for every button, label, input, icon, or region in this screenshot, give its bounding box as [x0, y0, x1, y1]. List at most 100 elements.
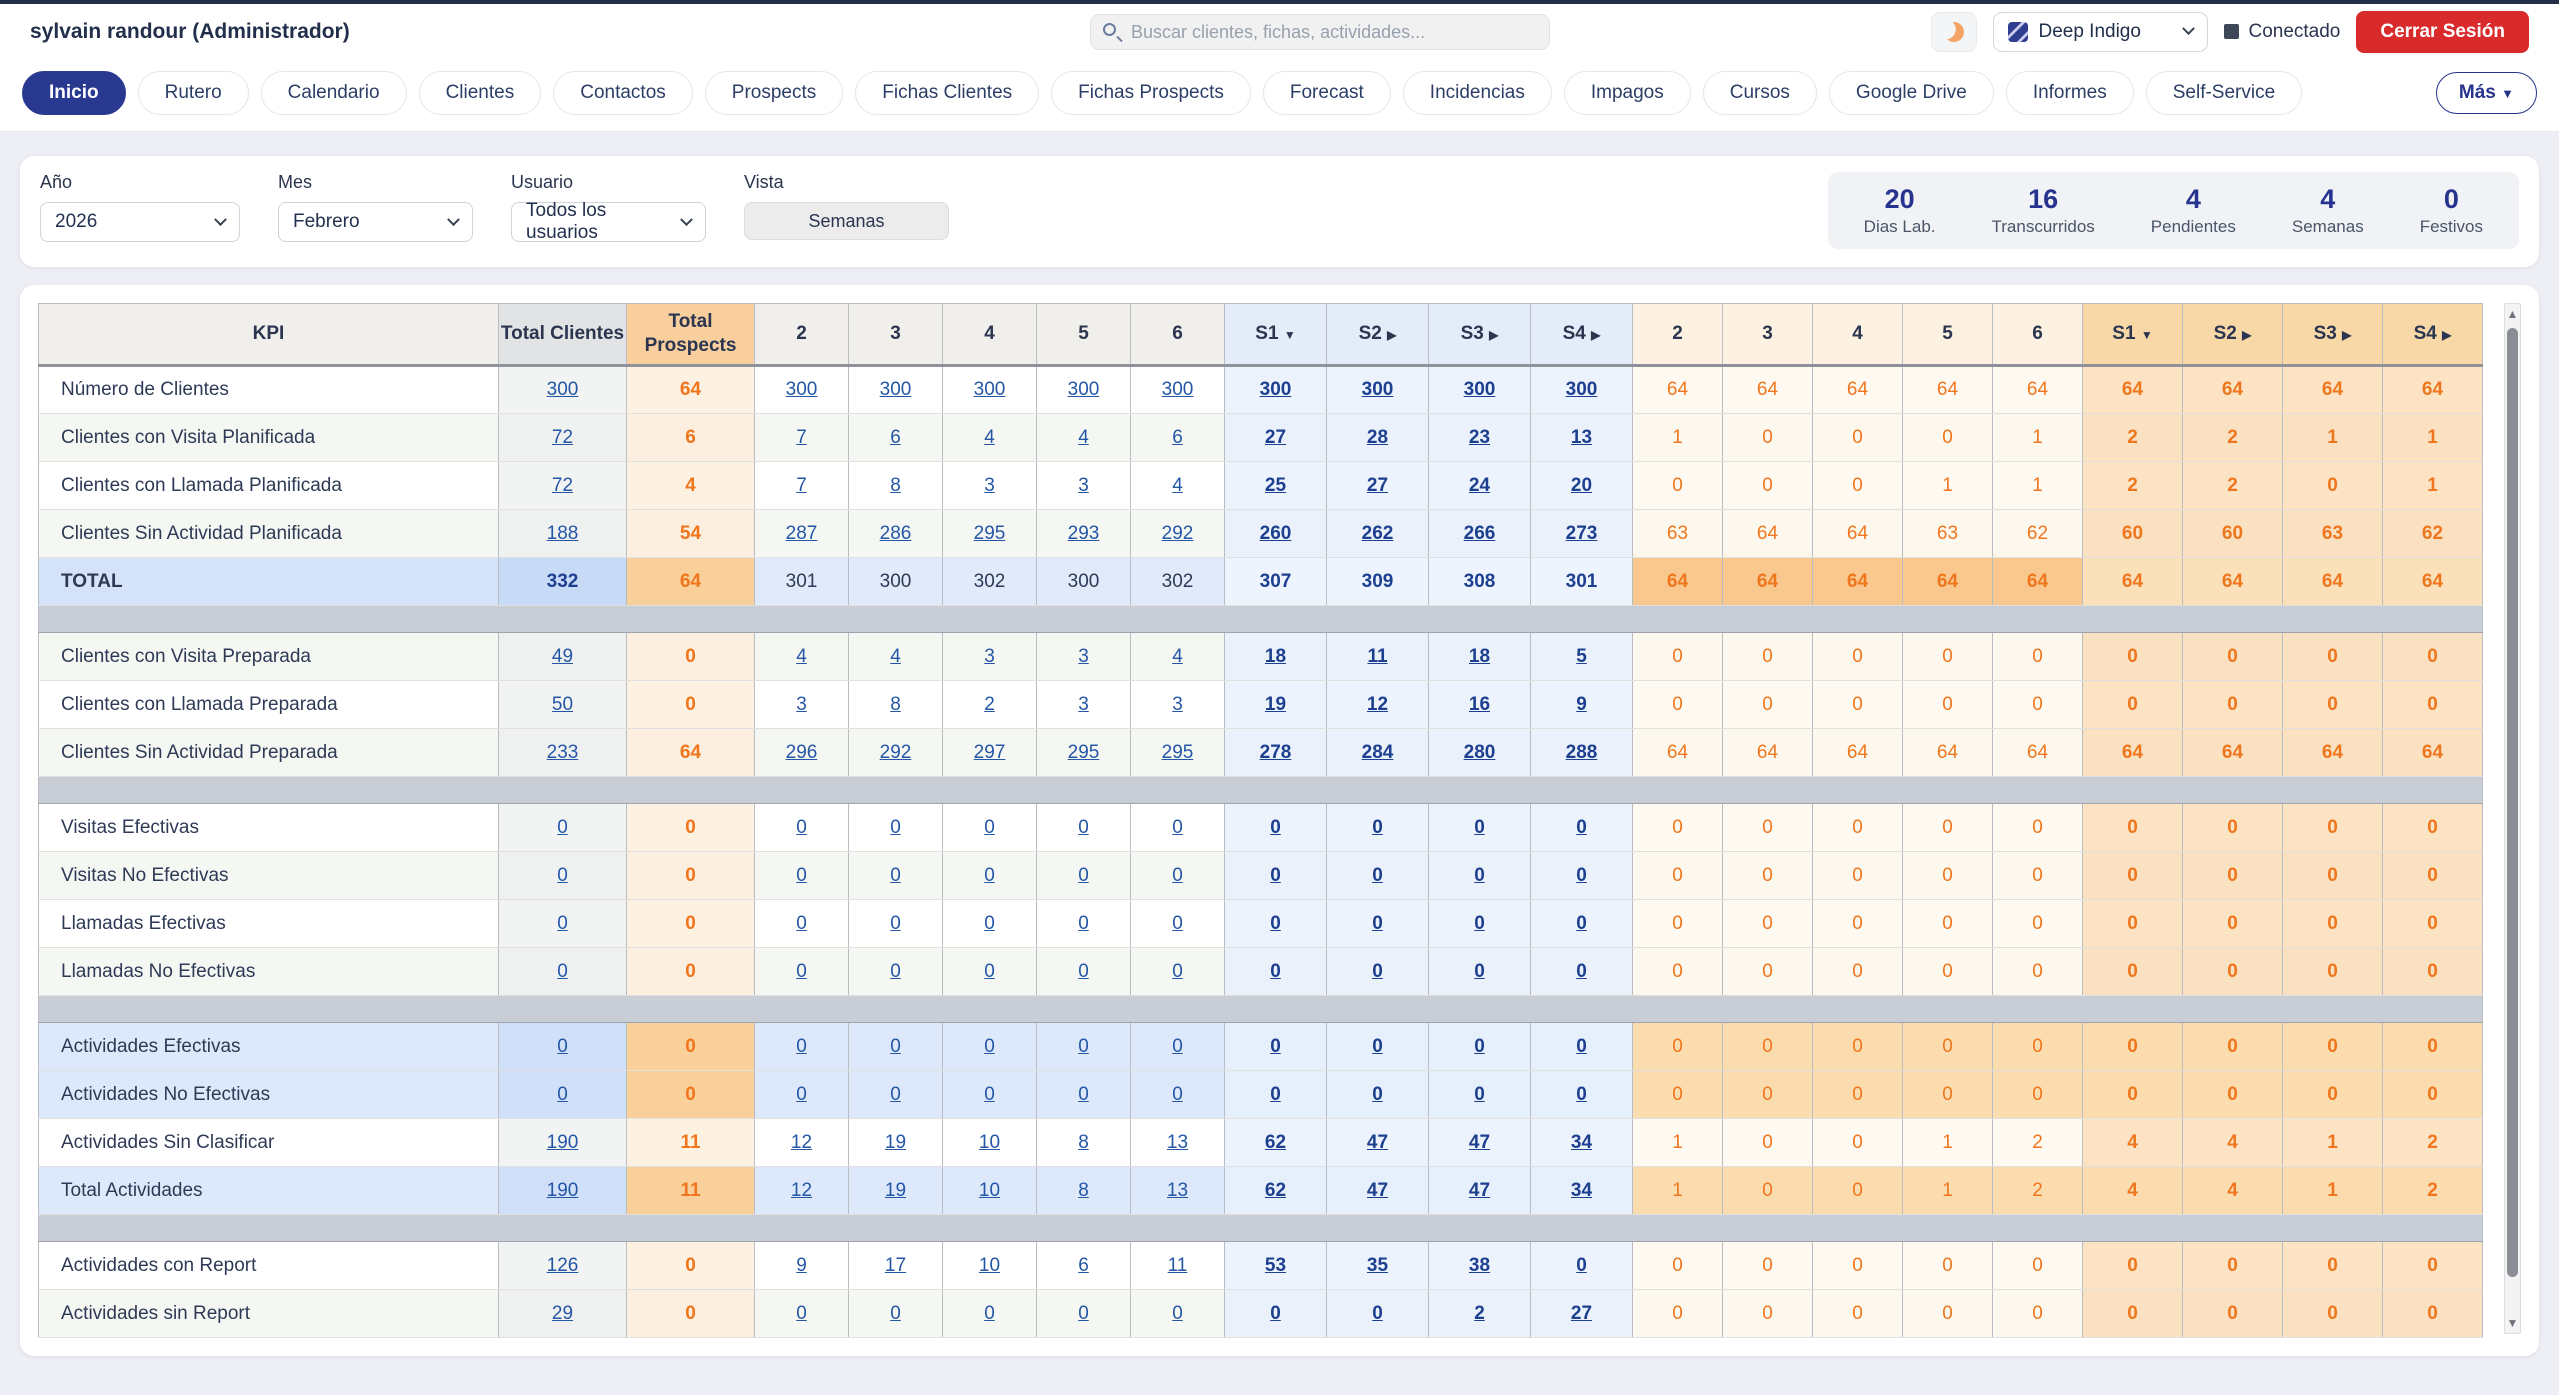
- scroll-up-icon[interactable]: ▲: [2506, 307, 2519, 322]
- nav-tab-informes[interactable]: Informes: [2005, 71, 2134, 115]
- theme-select[interactable]: Deep Indigo: [1993, 11, 2209, 52]
- cell-value-link[interactable]: 25: [1264, 474, 1287, 496]
- cell-value-link[interactable]: 62: [1264, 1179, 1287, 1201]
- cell-value-link[interactable]: 20: [1570, 474, 1593, 496]
- cell-value-link[interactable]: 0: [1576, 1035, 1587, 1057]
- cell-value-link[interactable]: 0: [796, 816, 807, 838]
- cell-value-link[interactable]: 24: [1468, 474, 1491, 496]
- cell-value-link[interactable]: 6: [1078, 1254, 1089, 1276]
- cell-value-link[interactable]: 12: [1366, 693, 1389, 715]
- cell-value-link[interactable]: 0: [557, 864, 568, 886]
- nav-tab-forecast[interactable]: Forecast: [1262, 71, 1391, 115]
- cell-value-link[interactable]: 0: [1576, 1083, 1587, 1105]
- cell-value-link[interactable]: 0: [796, 912, 807, 934]
- cell-value-link[interactable]: 0: [984, 1302, 995, 1324]
- cell-value-link[interactable]: 3: [1078, 645, 1089, 667]
- cell-value-link[interactable]: 27: [1366, 474, 1389, 496]
- cell-value-link[interactable]: 0: [1372, 1083, 1383, 1105]
- cell-value-link[interactable]: 260: [1259, 522, 1292, 544]
- cell-value-link[interactable]: 0: [1078, 1083, 1089, 1105]
- nav-tab-rutero[interactable]: Rutero: [137, 71, 249, 115]
- cell-value-link[interactable]: 266: [1463, 522, 1496, 544]
- cell-value-link[interactable]: 0: [796, 864, 807, 886]
- cell-value-link[interactable]: 10: [978, 1131, 1001, 1153]
- cell-value-link[interactable]: 233: [546, 741, 579, 763]
- cell-value-link[interactable]: 0: [1474, 912, 1485, 934]
- cell-value-link[interactable]: 0: [796, 960, 807, 982]
- scrollbar-thumb[interactable]: [2507, 328, 2518, 1278]
- cell-value-link[interactable]: 284: [1361, 741, 1394, 763]
- cell-value-link[interactable]: 293: [1067, 522, 1100, 544]
- cell-value-link[interactable]: 0: [984, 864, 995, 886]
- cell-value-link[interactable]: 35: [1366, 1254, 1389, 1276]
- cell-value-link[interactable]: 13: [1570, 426, 1593, 448]
- cell-value-link[interactable]: 0: [890, 1302, 901, 1324]
- cell-value-link[interactable]: 288: [1565, 741, 1598, 763]
- cell-value-link[interactable]: 10: [978, 1254, 1001, 1276]
- cell-value-link[interactable]: 300: [1067, 379, 1100, 401]
- cell-value-link[interactable]: 0: [1270, 816, 1281, 838]
- cell-value-link[interactable]: 0: [1172, 816, 1183, 838]
- cell-value-link[interactable]: 300: [785, 379, 818, 401]
- cell-value-link[interactable]: 7: [796, 426, 807, 448]
- cell-value-link[interactable]: 17: [884, 1254, 907, 1276]
- cell-value-link[interactable]: 4: [796, 645, 807, 667]
- cell-value-link[interactable]: 0: [890, 1083, 901, 1105]
- cell-value-link[interactable]: 16: [1468, 693, 1491, 715]
- cell-value-link[interactable]: 6: [1172, 426, 1183, 448]
- cell-value-link[interactable]: 300: [546, 379, 579, 401]
- nav-more-button[interactable]: Más ▼: [2435, 72, 2537, 114]
- col-header-cweek-s2[interactable]: S2 ▶: [1326, 303, 1429, 368]
- cell-value-link[interactable]: 47: [1468, 1179, 1491, 1201]
- cell-value-link[interactable]: 11: [1167, 1254, 1188, 1276]
- table-scrollbar[interactable]: ▲ ▼: [2504, 303, 2521, 1335]
- cell-value-link[interactable]: 292: [1161, 522, 1194, 544]
- cell-value-link[interactable]: 0: [557, 960, 568, 982]
- cell-value-link[interactable]: 0: [1372, 1302, 1383, 1324]
- cell-value-link[interactable]: 8: [1078, 1131, 1089, 1153]
- cell-value-link[interactable]: 300: [1259, 379, 1292, 401]
- cell-value-link[interactable]: 0: [1270, 1302, 1281, 1324]
- cell-value-link[interactable]: 19: [884, 1179, 907, 1201]
- cell-value-link[interactable]: 47: [1366, 1179, 1389, 1201]
- cell-value-link[interactable]: 3: [1078, 474, 1089, 496]
- nav-tab-incidencias[interactable]: Incidencias: [1402, 71, 1552, 115]
- cell-value-link[interactable]: 0: [1172, 1302, 1183, 1324]
- cell-value-link[interactable]: 0: [1372, 960, 1383, 982]
- cell-value-link[interactable]: 18: [1264, 645, 1287, 667]
- cell-value-link[interactable]: 4: [1078, 426, 1089, 448]
- cell-value-link[interactable]: 50: [551, 693, 574, 715]
- cell-value-link[interactable]: 0: [890, 1035, 901, 1057]
- nav-tab-self-service[interactable]: Self-Service: [2145, 71, 2303, 115]
- nav-tab-clientes[interactable]: Clientes: [418, 71, 542, 115]
- cell-value-link[interactable]: 11: [1367, 645, 1388, 667]
- cell-value-link[interactable]: 0: [557, 816, 568, 838]
- nav-tab-prospects[interactable]: Prospects: [704, 71, 844, 115]
- cell-value-link[interactable]: 295: [1161, 741, 1194, 763]
- cell-value-link[interactable]: 3: [1078, 693, 1089, 715]
- cell-value-link[interactable]: 0: [796, 1035, 807, 1057]
- cell-value-link[interactable]: 0: [890, 912, 901, 934]
- cell-value-link[interactable]: 0: [1270, 864, 1281, 886]
- cell-value-link[interactable]: 300: [1161, 379, 1194, 401]
- cell-value-link[interactable]: 3: [984, 645, 995, 667]
- cell-value-link[interactable]: 2: [1474, 1302, 1485, 1324]
- cell-value-link[interactable]: 300: [879, 379, 912, 401]
- cell-value-link[interactable]: 18: [1468, 645, 1491, 667]
- cell-value-link[interactable]: 0: [1172, 912, 1183, 934]
- cell-value-link[interactable]: 5: [1576, 645, 1587, 667]
- cell-value-link[interactable]: 13: [1166, 1179, 1189, 1201]
- cell-value-link[interactable]: 262: [1361, 522, 1394, 544]
- cell-value-link[interactable]: 72: [551, 474, 574, 496]
- cell-value-link[interactable]: 9: [796, 1254, 807, 1276]
- cell-value-link[interactable]: 280: [1463, 741, 1496, 763]
- cell-value-link[interactable]: 190: [546, 1179, 579, 1201]
- cell-value-link[interactable]: 0: [1474, 864, 1485, 886]
- cell-value-link[interactable]: 4: [890, 645, 901, 667]
- cell-value-link[interactable]: 190: [546, 1131, 579, 1153]
- col-header-pweek-s1[interactable]: S1 ▼: [2082, 303, 2183, 368]
- cell-value-link[interactable]: 300: [1463, 379, 1496, 401]
- year-select[interactable]: 2026: [40, 202, 240, 242]
- cell-value-link[interactable]: 0: [1576, 864, 1587, 886]
- cell-value-link[interactable]: 29: [551, 1302, 574, 1324]
